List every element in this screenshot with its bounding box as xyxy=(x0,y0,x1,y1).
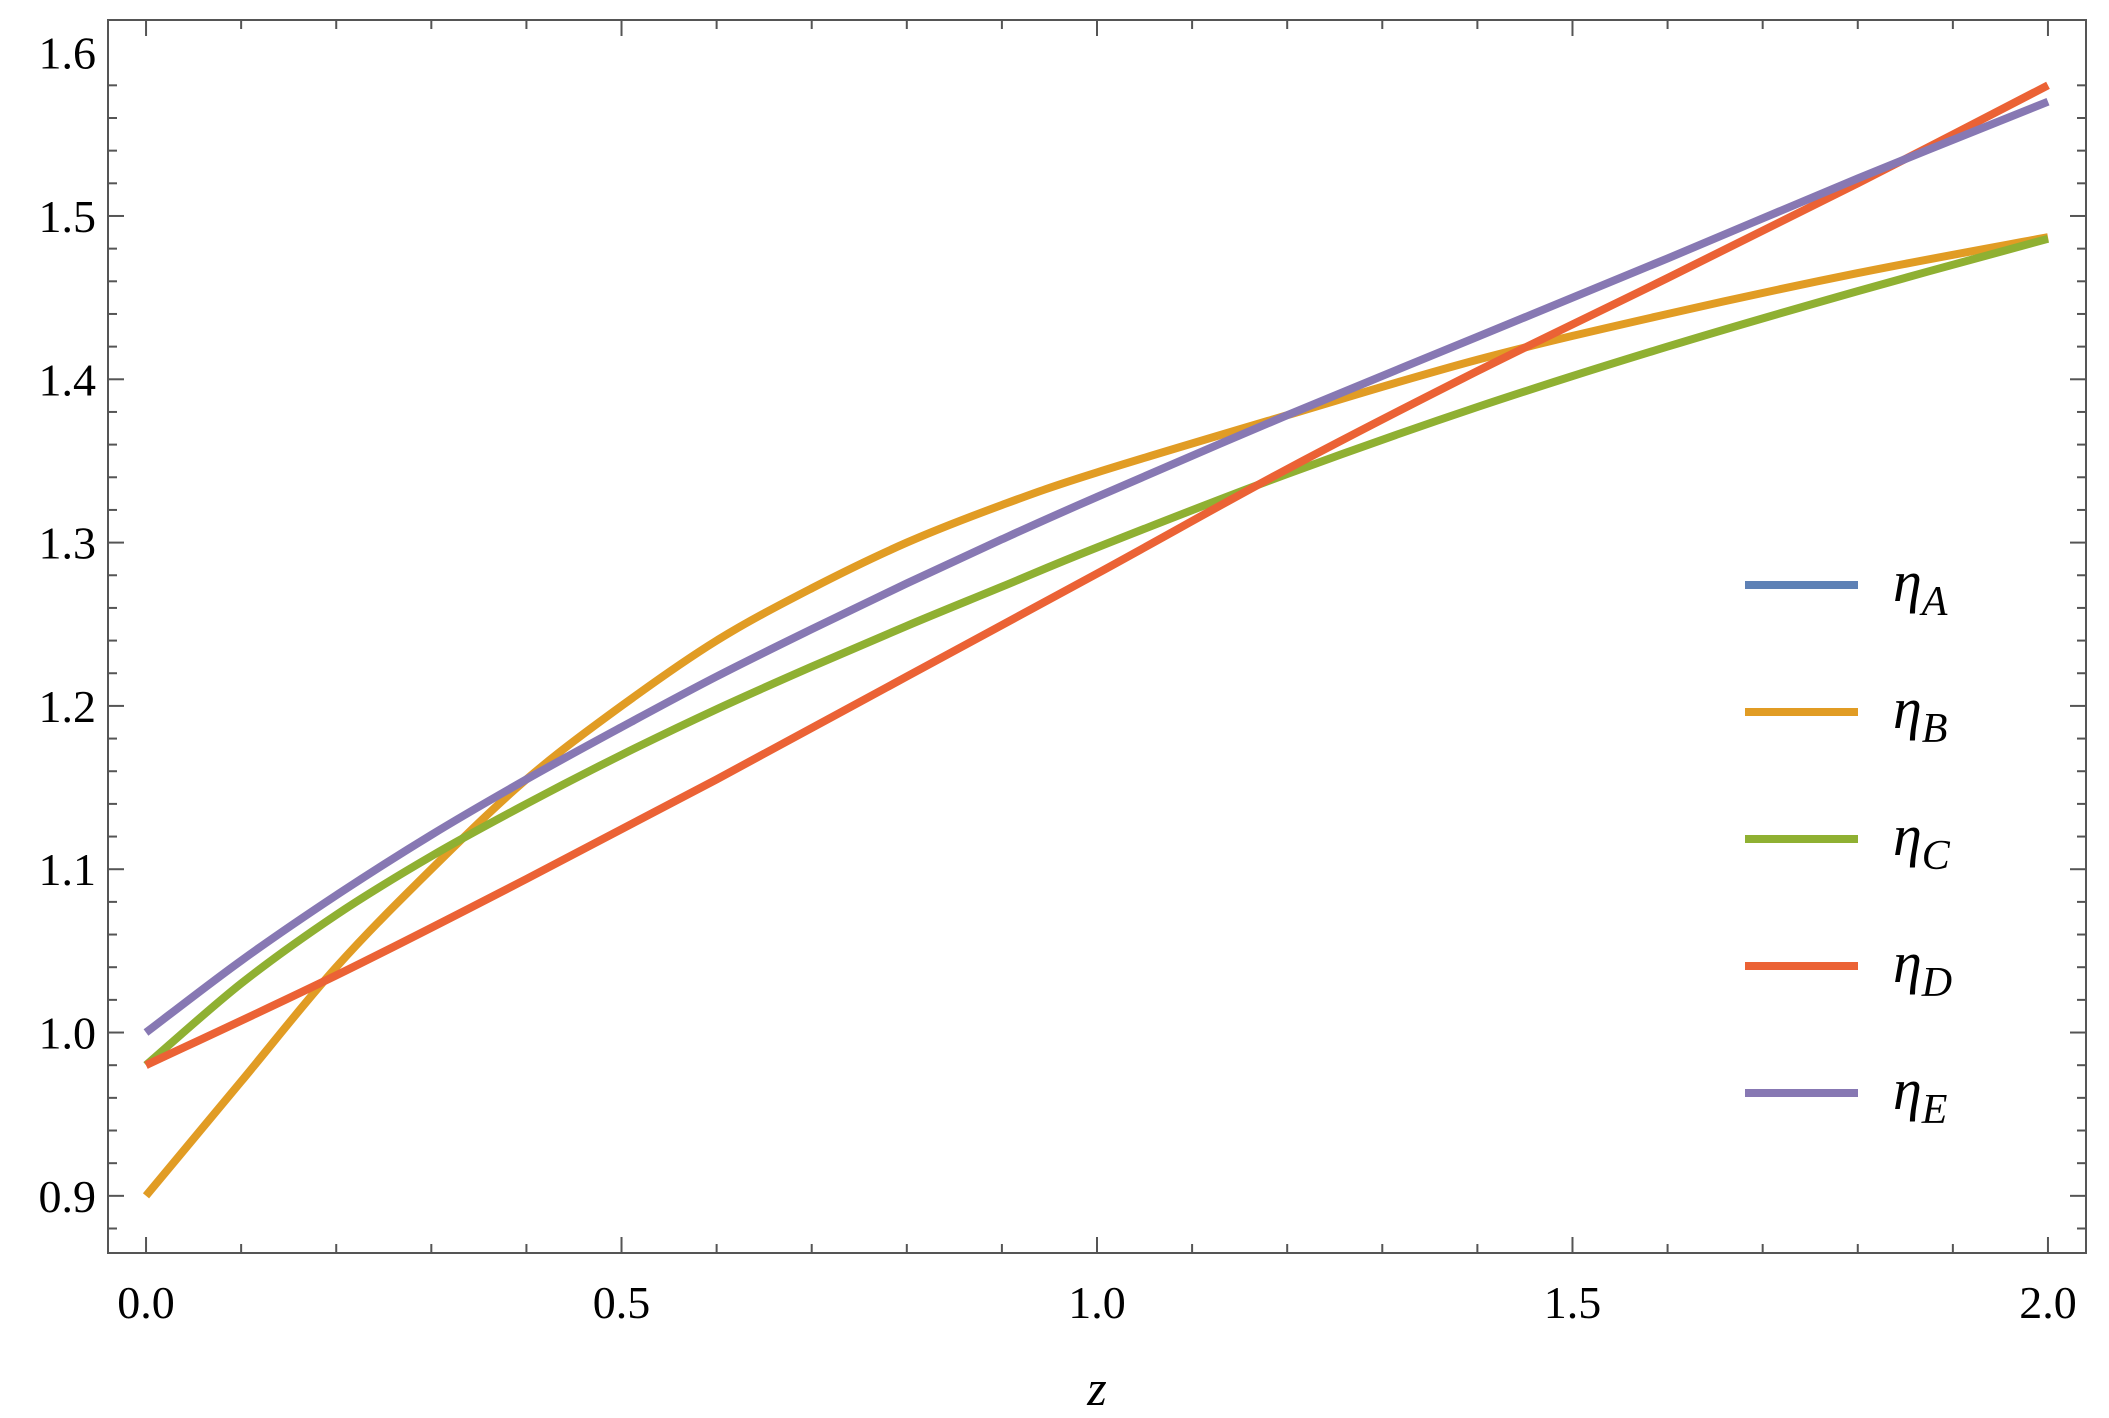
x-tick-label: 0.0 xyxy=(117,1277,175,1328)
legend: ηA ηB ηC ηD ηE xyxy=(1745,549,1952,1133)
legend-item-e: ηE xyxy=(1745,1057,1947,1133)
legend-label: ηB xyxy=(1893,676,1947,752)
series-line-d xyxy=(144,81,2050,1069)
y-tick-label: 1.4 xyxy=(39,354,97,405)
series-lines-group xyxy=(142,81,2050,1199)
series-line-e xyxy=(143,97,2050,1036)
x-axis-title: z xyxy=(1086,1360,1106,1416)
x-tick-label: 1.0 xyxy=(1068,1277,1126,1328)
legend-item-d: ηD xyxy=(1745,930,1952,1006)
legend-label: ηE xyxy=(1893,1057,1947,1133)
legend-item-a: ηA xyxy=(1745,549,1948,625)
y-tick-label: 1.5 xyxy=(39,191,97,242)
legend-label: ηA xyxy=(1893,549,1948,625)
y-tick-label: 1.6 xyxy=(39,28,97,79)
y-tick-label: 1.3 xyxy=(39,518,97,569)
x-tick-label: 2.0 xyxy=(2019,1277,2077,1328)
y-tick-label: 1.1 xyxy=(39,844,97,895)
legend-label: ηC xyxy=(1893,803,1951,879)
series-line-b xyxy=(142,233,2049,1199)
legend-item-c: ηC xyxy=(1745,803,1951,879)
x-tick-label: 0.5 xyxy=(593,1277,651,1328)
tick-labels-group: 0.0 0.5 1.0 1.5 2.0 0.9 1.0 1.1 1.2 1.3 1.4 1.5 1.6 xyxy=(39,28,2077,1328)
legend-label: ηD xyxy=(1893,930,1952,1006)
y-tick-label: 1.2 xyxy=(39,681,97,732)
series-line-c xyxy=(143,234,2050,1069)
legend-item-b: ηB xyxy=(1745,676,1947,752)
y-tick-label: 0.9 xyxy=(39,1171,97,1222)
ticks-group xyxy=(108,20,2086,1253)
y-tick-label: 1.0 xyxy=(39,1008,97,1059)
x-tick-label: 1.5 xyxy=(1544,1277,1602,1328)
